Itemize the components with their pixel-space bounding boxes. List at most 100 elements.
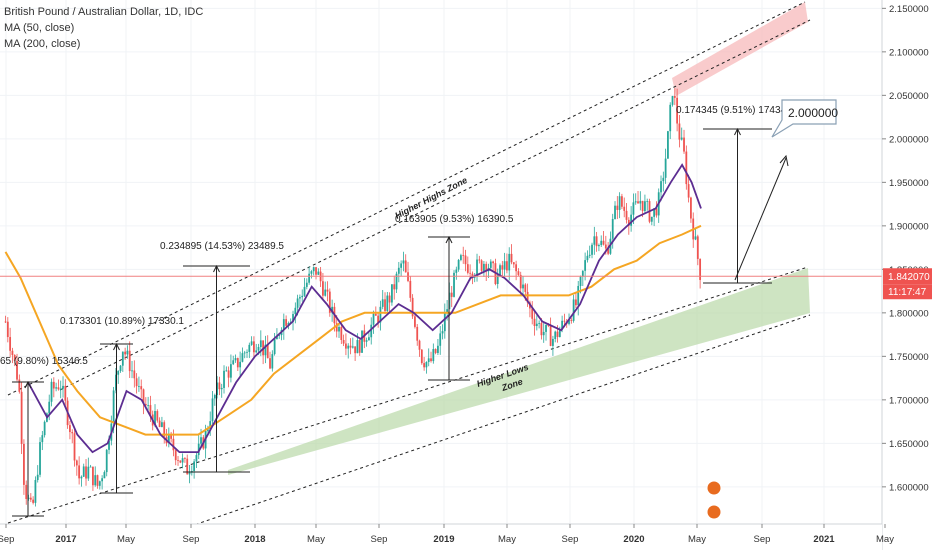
candle-body [172,438,175,451]
candle-body [259,340,262,348]
candle [531,301,534,325]
target-callout-box[interactable] [771,99,837,138]
candle-body [694,236,697,240]
candle [466,256,469,275]
measure-2-label: 0.173301 (10.89%) 17330.1 [60,316,184,327]
candle-body [18,379,21,392]
candle-body [478,259,481,261]
candle-body [138,386,140,387]
event-marker-icon[interactable] [706,504,722,520]
upper-channel-line-1 [7,1,806,396]
candle-body [227,370,230,378]
candle-body [186,458,189,475]
candle-body [614,205,616,219]
candle-body [650,216,653,222]
candle [388,292,391,313]
candle [664,148,667,184]
candle-body [588,254,591,256]
candle [135,373,138,394]
candle [140,379,143,398]
candle-body [225,370,228,372]
candle-body [611,218,614,239]
candle-body [25,484,28,500]
candle-body [540,323,543,336]
candle-body [4,321,7,323]
candle-body [108,440,110,450]
candle-body [220,387,223,390]
candle [11,347,14,364]
candle [299,294,301,307]
candle [126,345,129,359]
candle [218,376,221,396]
candle [6,317,9,343]
candle-body [48,401,51,414]
candle-body [101,478,104,482]
candle-body [581,270,584,277]
candle [32,496,35,505]
candle [246,349,248,358]
candle-body [538,323,541,324]
candle-body [600,240,603,246]
candle [374,306,377,316]
candle [581,270,584,286]
candle [676,88,679,132]
ma200-line[interactable] [4,224,702,436]
ma50-line[interactable] [27,163,702,454]
candle [653,208,656,227]
indicator-ma50[interactable]: MA (50, close) [4,22,75,34]
event-markers[interactable] [706,480,722,520]
candle [533,310,536,336]
candle [554,330,557,343]
candle-body [94,475,97,486]
candle-body [492,261,495,264]
time-tick-label: 2021 [813,534,835,545]
candle-body [556,331,559,337]
candle-body [92,466,94,486]
candle-body [20,391,23,444]
candle [685,145,688,190]
candle [476,253,478,282]
candle-body [577,285,580,306]
candle-body [23,443,25,485]
time-axis-bg [0,524,882,550]
candle [460,253,462,262]
candle-body [115,374,117,391]
candle [618,192,621,219]
candle [644,194,646,214]
event-marker-icon[interactable] [706,480,722,496]
candle [361,330,363,354]
candle-body [232,360,235,365]
candle [501,260,504,278]
symbol-title: British Pound / Australian Dollar, 1D, I… [4,6,204,18]
time-axis[interactable]: Sep 2017 May Sep 2018 May Sep 2019 May Sep 2020 May… [0,523,894,550]
candle [439,325,442,355]
price-axis[interactable]: 2.150000 2.100000 2.050000 2.000000 1.950000… [881,0,932,550]
candle [50,378,53,407]
indicator-ma200[interactable]: MA (200, close) [4,38,81,50]
time-tick-label: Sep [754,534,771,545]
candle-body [644,201,646,212]
candle [147,396,150,411]
candle [262,340,265,365]
candle [437,338,439,355]
candle-body [687,184,690,198]
candle-body [315,267,317,275]
candle-body [135,378,138,387]
candle-body [579,276,582,286]
target-callout[interactable]: 2.000000 [771,99,838,138]
candle-body [434,349,437,353]
candle-body [680,137,683,140]
time-tick-label: Sep [0,534,14,545]
candle-body [39,442,41,475]
candle-body [639,200,642,204]
candle [27,494,30,501]
candle [549,317,552,347]
candle-body [250,341,253,345]
candle-body [75,460,78,466]
target-callout-text: 2.000000 [788,106,838,120]
candle-body [161,422,163,427]
candle-body [471,273,474,278]
candle-body [71,432,74,434]
